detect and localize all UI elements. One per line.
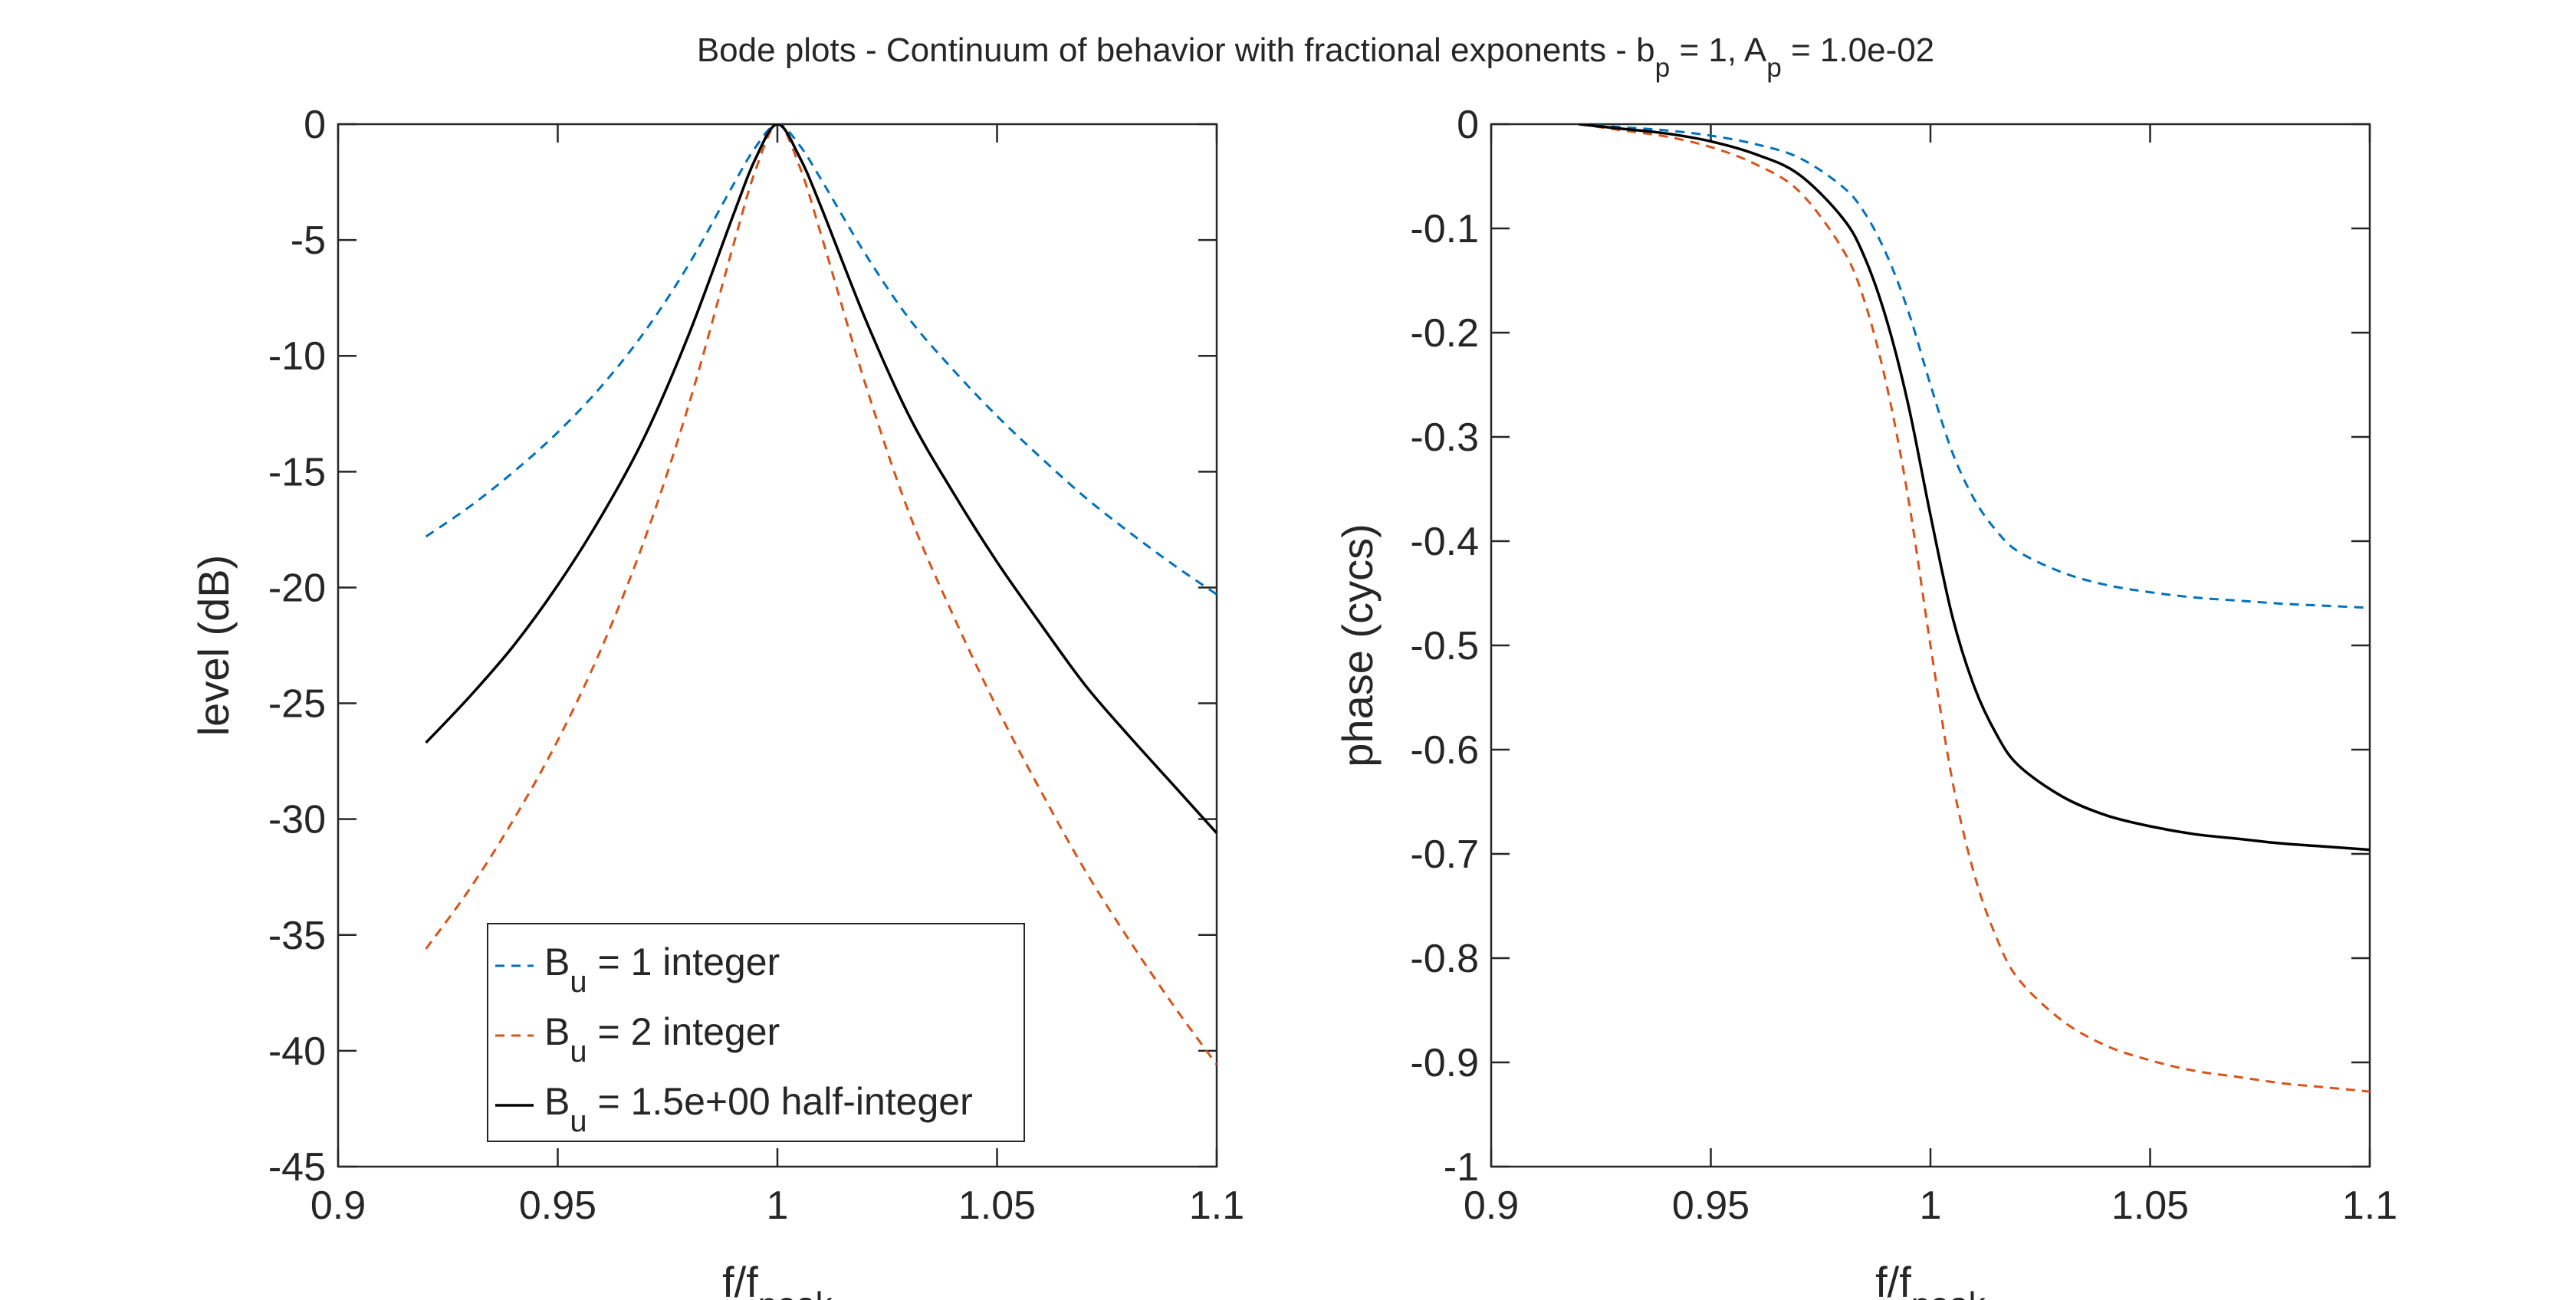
x-tick-label: 0.95	[1672, 1183, 1750, 1228]
legend-entry-label: Bu = 1.5e+00 half-integer	[544, 1080, 973, 1138]
x-tick-label: 1	[1920, 1183, 1942, 1228]
y-tick-label: -25	[268, 682, 326, 727]
series-line-1	[1579, 124, 2370, 609]
y-tick-label: -0.6	[1410, 728, 1479, 773]
y-tick-label: -1	[1444, 1145, 1479, 1190]
x-tick-label: 1.1	[1189, 1183, 1244, 1228]
series-group	[1579, 124, 2370, 1093]
x-axis-label: f/fpeak	[722, 1258, 833, 1300]
y-tick-label: -0.5	[1410, 624, 1479, 668]
series-line-2	[425, 124, 1217, 1065]
x-axis-label: f/fpeak	[1875, 1258, 1986, 1300]
y-tick-label: -30	[268, 798, 326, 842]
y-tick-label: -0.1	[1410, 207, 1479, 251]
series-group	[425, 124, 1217, 1065]
x-tick-label: 1	[767, 1183, 789, 1228]
y-tick-label: -0.8	[1410, 937, 1479, 981]
legend-entry-label: Bu = 1 integer	[544, 941, 780, 999]
y-tick-label: -20	[268, 566, 326, 610]
x-tick-label: 1.05	[2111, 1183, 2189, 1228]
y-tick-label: -15	[268, 450, 326, 494]
level-plot-panel: 0.9 0.95 1 1.05 1.1 0 -5 -10 -15 -20 -25 -30 -35 -40 -…	[189, 103, 1244, 1300]
y-tick-label: -0.4	[1410, 520, 1479, 564]
x-tick-label: 1.05	[958, 1183, 1036, 1228]
y-tick-label: 0	[304, 103, 326, 147]
series-line-1	[425, 124, 1217, 596]
y-tick-label: -10	[268, 334, 326, 379]
y-axis-label: level (dB)	[189, 555, 238, 737]
y-tick-label: -0.2	[1410, 311, 1479, 356]
series-line-3	[425, 124, 1217, 834]
x-tick-label: 0.9	[310, 1183, 366, 1228]
y-tick-label: -45	[268, 1145, 326, 1190]
x-tick-label: 0.9	[1464, 1183, 1519, 1228]
y-axis-label: phase (cycs)	[1333, 524, 1382, 767]
legend-box	[487, 923, 1025, 1142]
y-tick-label: -5	[291, 218, 326, 263]
x-tick-label: 0.95	[519, 1183, 596, 1228]
figure-title-text: Bode plots - Continuum of behavior with …	[697, 31, 1934, 83]
y-tick-label: -0.3	[1410, 415, 1479, 460]
y-tick-label: 0	[1457, 103, 1479, 147]
y-tick-label: -35	[268, 914, 326, 958]
legend-entry-label: Bu = 2 integer	[544, 1010, 780, 1069]
figure-title: Bode plots - Continuum of behavior with …	[697, 31, 1934, 83]
y-tick-label: -0.7	[1410, 832, 1479, 877]
series-line-3	[1579, 124, 2370, 852]
x-tick-label: 1.1	[2342, 1183, 2397, 1228]
y-tick-label: -40	[268, 1029, 326, 1074]
legend: Bu = 1 integer Bu = 2 integer Bu = 1.5e+00…	[487, 923, 1025, 1142]
phase-plot-panel: 0.9 0.95 1 1.05 1.1 0 -0.1 -0.2 -0.3 -0.4 -0.5 -0.6…	[1333, 103, 2397, 1300]
y-tick-label: -0.9	[1410, 1041, 1479, 1085]
series-line-2	[1579, 124, 2370, 1093]
